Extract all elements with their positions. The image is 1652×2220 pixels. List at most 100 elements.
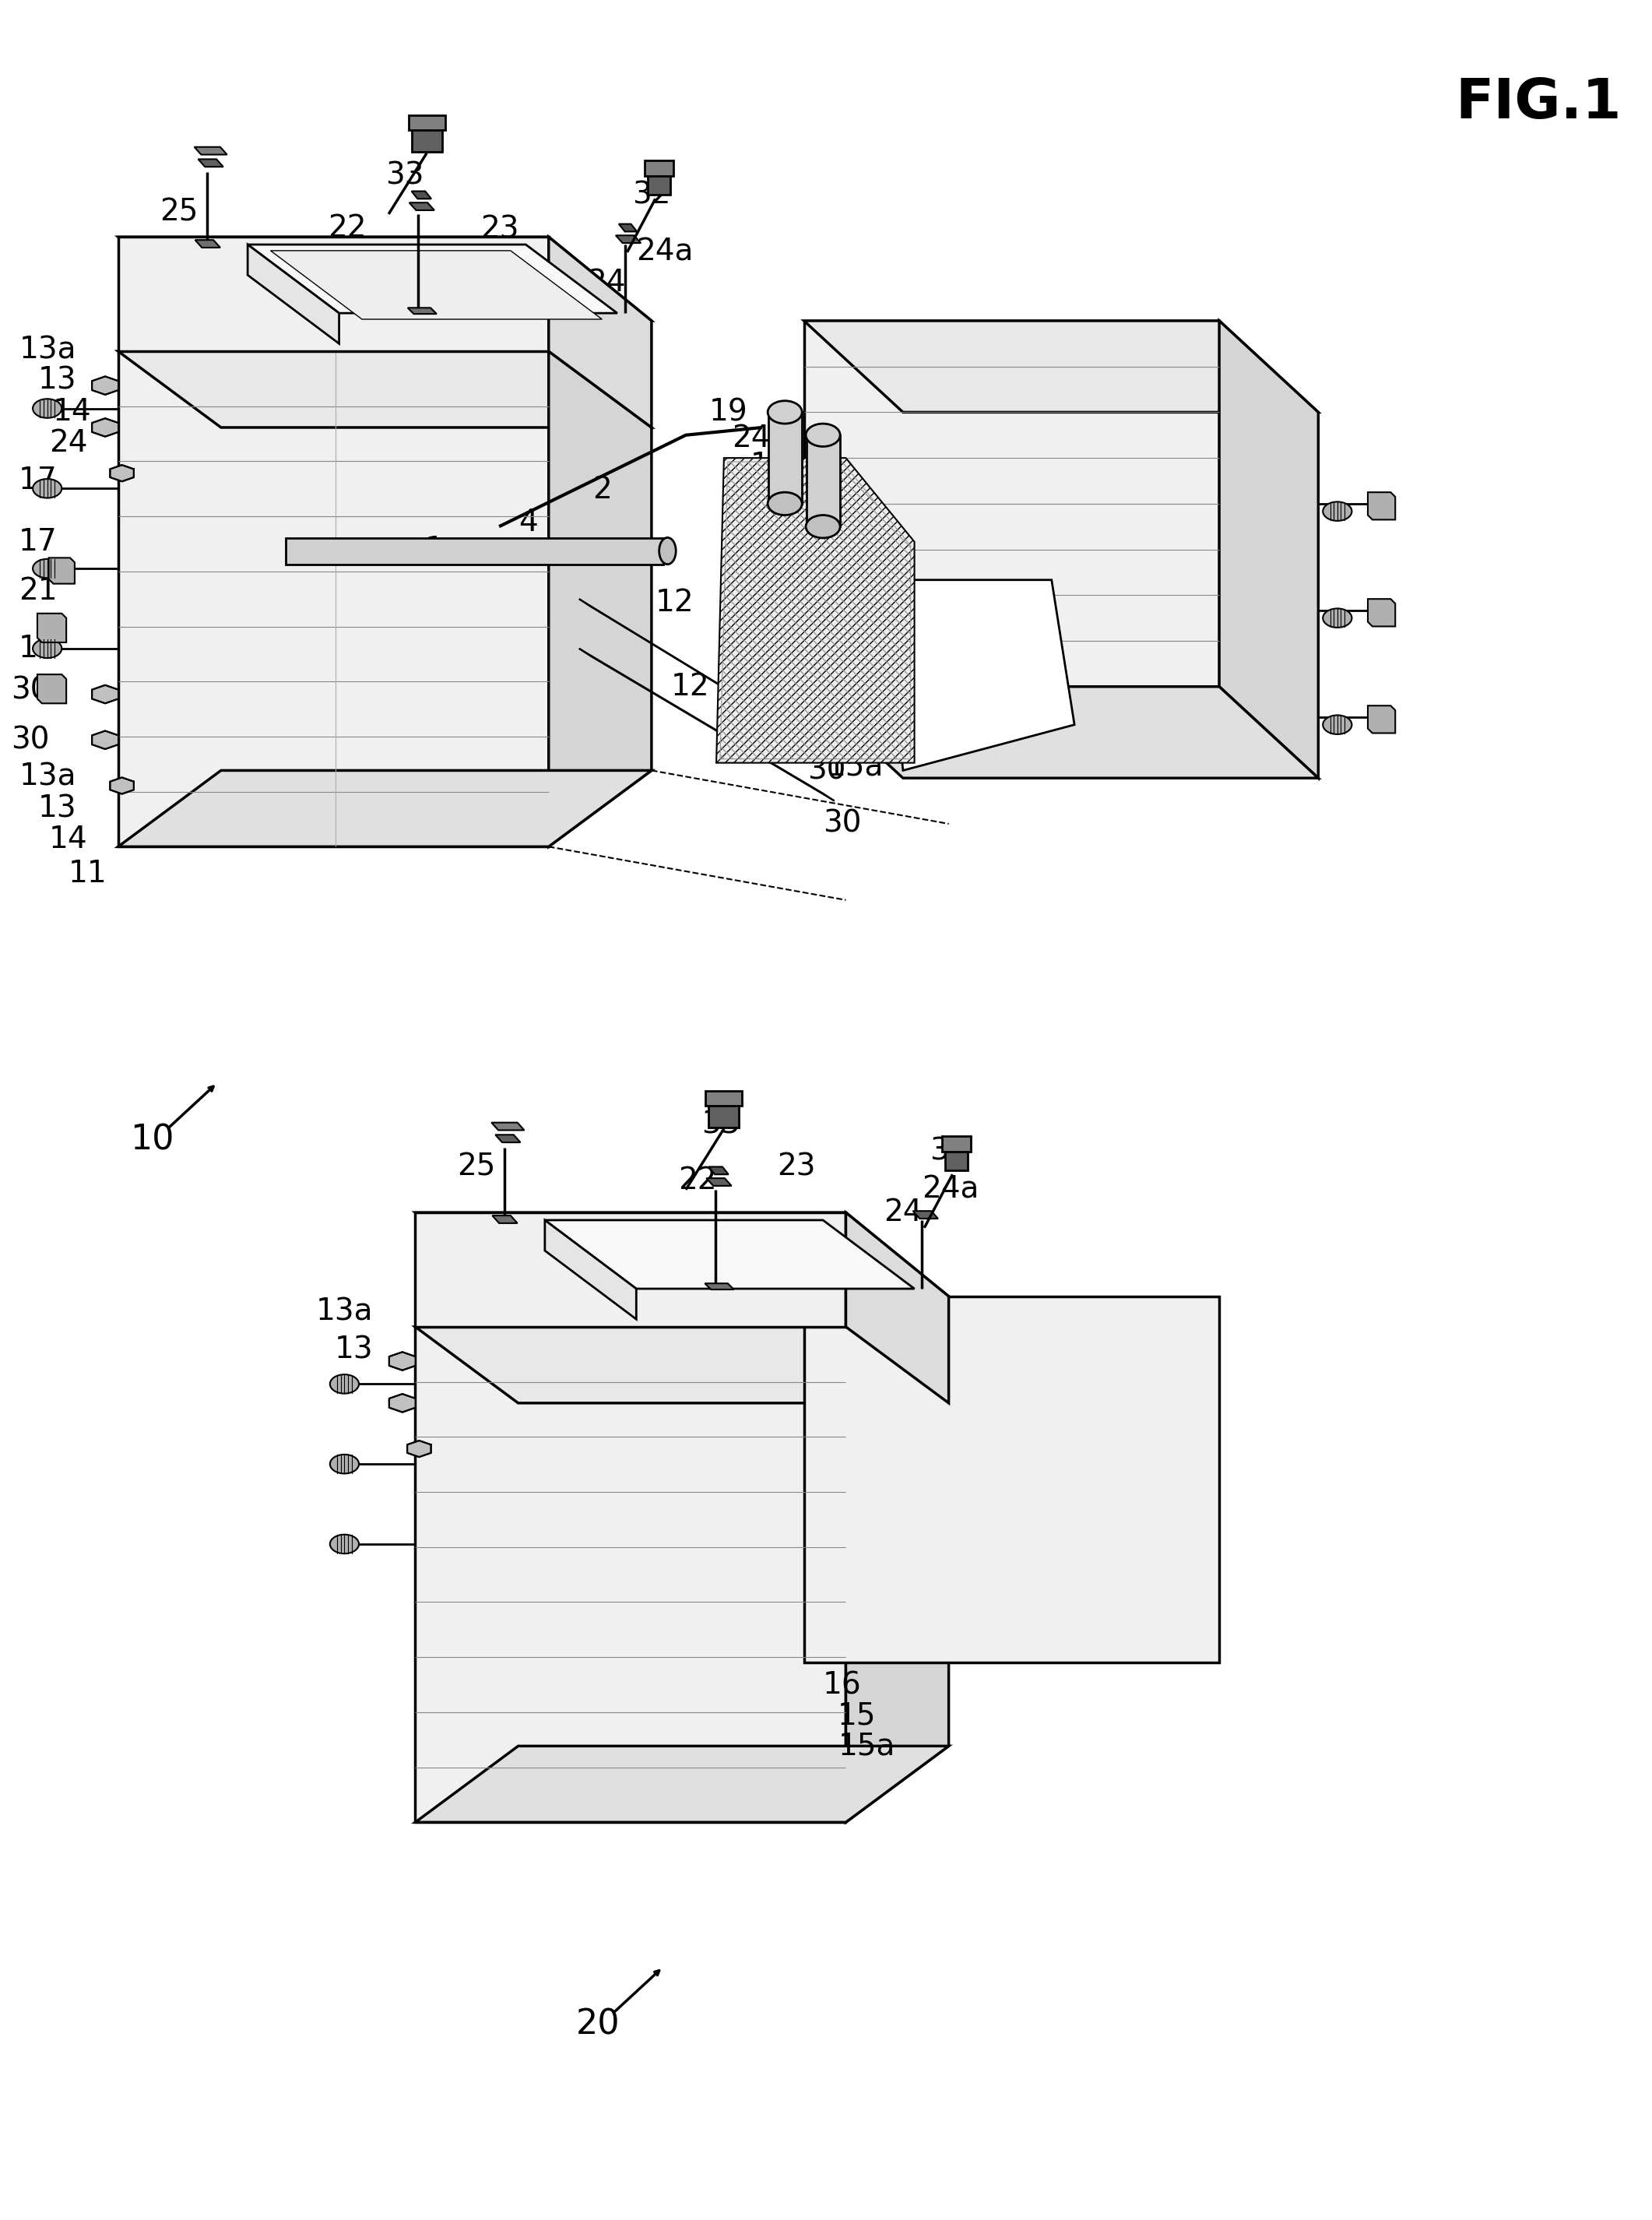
Ellipse shape — [33, 559, 61, 577]
Polygon shape — [707, 1179, 732, 1185]
Text: 24: 24 — [50, 428, 88, 457]
Text: 32: 32 — [633, 180, 671, 211]
Polygon shape — [580, 599, 834, 755]
Polygon shape — [408, 309, 436, 313]
Polygon shape — [717, 457, 915, 764]
Text: 13a: 13a — [18, 761, 76, 790]
Polygon shape — [411, 191, 431, 200]
Text: 20: 20 — [577, 2007, 620, 2040]
Text: 24a: 24a — [922, 1174, 980, 1205]
Polygon shape — [286, 537, 662, 564]
Polygon shape — [644, 160, 674, 175]
Polygon shape — [884, 579, 1074, 770]
Text: 15: 15 — [838, 1701, 876, 1729]
Polygon shape — [117, 351, 548, 846]
Polygon shape — [492, 1123, 524, 1130]
Polygon shape — [548, 351, 651, 846]
Polygon shape — [806, 435, 839, 526]
Polygon shape — [93, 417, 119, 437]
Polygon shape — [1219, 320, 1318, 777]
Text: 17: 17 — [816, 695, 854, 724]
Text: 33: 33 — [702, 1110, 740, 1139]
Text: 13a: 13a — [316, 1296, 373, 1325]
Polygon shape — [408, 1441, 431, 1456]
Text: 13: 13 — [38, 795, 76, 824]
Polygon shape — [545, 1221, 915, 1290]
Text: 16: 16 — [823, 1669, 861, 1701]
Text: 24a: 24a — [636, 238, 694, 266]
Polygon shape — [117, 351, 651, 428]
Polygon shape — [705, 1283, 733, 1290]
Polygon shape — [805, 320, 1318, 413]
Text: 32: 32 — [930, 1137, 968, 1166]
Text: 12: 12 — [671, 673, 709, 702]
Text: 23: 23 — [776, 1152, 816, 1181]
Text: 19: 19 — [811, 673, 851, 702]
Polygon shape — [580, 648, 834, 801]
Text: 21: 21 — [18, 577, 58, 606]
Polygon shape — [415, 1212, 948, 1296]
Polygon shape — [805, 1296, 1219, 1663]
Polygon shape — [914, 1210, 938, 1219]
Text: 15: 15 — [823, 726, 861, 755]
Polygon shape — [805, 320, 1219, 686]
Ellipse shape — [1323, 502, 1351, 522]
Text: 14: 14 — [50, 824, 88, 855]
Polygon shape — [271, 251, 601, 320]
Text: 15a: 15a — [811, 519, 869, 548]
Text: 30: 30 — [823, 808, 861, 839]
Polygon shape — [195, 147, 226, 155]
Text: 24: 24 — [884, 1199, 922, 1228]
Text: 15: 15 — [788, 497, 828, 526]
Text: 24a: 24a — [732, 424, 788, 453]
Polygon shape — [195, 240, 220, 249]
Text: 33: 33 — [385, 162, 423, 191]
Text: 21a: 21a — [800, 642, 857, 670]
Ellipse shape — [330, 1454, 358, 1474]
Polygon shape — [1368, 706, 1396, 733]
Polygon shape — [942, 1137, 971, 1152]
Polygon shape — [496, 1134, 520, 1143]
Text: 19: 19 — [709, 397, 747, 426]
Text: 13: 13 — [335, 1334, 373, 1365]
Polygon shape — [117, 770, 651, 846]
Polygon shape — [248, 244, 339, 344]
Polygon shape — [248, 244, 618, 313]
Polygon shape — [415, 1328, 846, 1823]
Text: 15a: 15a — [826, 753, 884, 781]
Polygon shape — [616, 235, 641, 242]
Text: 15a: 15a — [838, 1732, 895, 1760]
Text: 1: 1 — [425, 535, 444, 564]
Text: 25: 25 — [458, 1152, 496, 1181]
Ellipse shape — [659, 537, 676, 564]
Polygon shape — [415, 1328, 948, 1403]
Polygon shape — [38, 675, 66, 704]
Ellipse shape — [330, 1534, 358, 1554]
Ellipse shape — [33, 400, 61, 417]
Polygon shape — [38, 613, 66, 642]
Polygon shape — [548, 238, 651, 428]
Ellipse shape — [768, 402, 801, 424]
Polygon shape — [846, 1212, 948, 1403]
Polygon shape — [545, 1221, 636, 1319]
Ellipse shape — [1323, 608, 1351, 628]
Text: 4: 4 — [519, 508, 537, 537]
Text: 30: 30 — [808, 755, 846, 786]
Text: 25: 25 — [160, 198, 198, 226]
Polygon shape — [1368, 493, 1396, 519]
Polygon shape — [945, 1148, 968, 1170]
Polygon shape — [410, 202, 434, 211]
Polygon shape — [415, 1747, 948, 1823]
Ellipse shape — [33, 639, 61, 657]
Polygon shape — [768, 413, 801, 504]
Text: 30: 30 — [12, 675, 50, 706]
Text: 17: 17 — [18, 633, 58, 664]
Polygon shape — [50, 557, 74, 584]
Polygon shape — [648, 173, 671, 195]
Polygon shape — [198, 160, 223, 166]
Polygon shape — [492, 1217, 517, 1223]
Polygon shape — [117, 238, 651, 320]
Ellipse shape — [330, 1374, 358, 1394]
Text: 11: 11 — [68, 859, 107, 888]
Ellipse shape — [33, 480, 61, 497]
